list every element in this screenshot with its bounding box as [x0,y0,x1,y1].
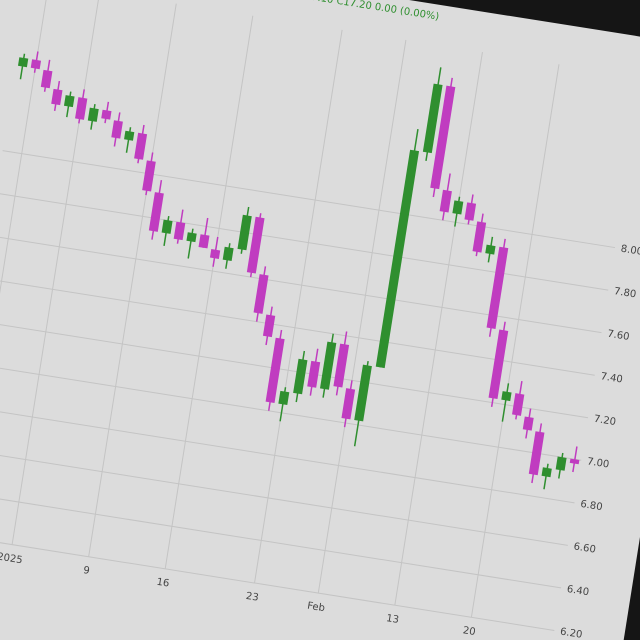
candle-body [30,59,42,70]
grid-line [254,29,343,584]
candle-body [40,69,53,89]
y-tick-label: 7.80 [613,286,637,300]
candle-body [173,221,186,241]
x-tick-label: 16 [156,577,170,590]
candle-body [485,244,496,255]
grid-line [0,277,595,376]
candle-body [522,416,534,431]
x-tick-label: Feb [306,601,325,615]
grid-line [0,405,575,504]
candle-body [278,390,290,406]
y-tick-label: 7.40 [600,371,624,385]
candle-body [472,221,487,253]
y-tick-label: 8.00 [620,244,640,258]
y-tick-label: 7.20 [593,414,617,428]
candle-body [341,388,356,420]
candle-body [87,107,99,122]
candle-body [198,234,210,249]
candle-body [375,149,420,369]
candle-body [262,314,276,338]
candle-body [319,341,337,390]
candle-body [293,358,308,395]
candle-body [488,329,509,400]
candle-body [17,57,29,68]
candle-body [555,456,567,471]
grid-line [0,0,50,537]
x-tick-label: 20 [462,625,476,638]
candle-body [209,249,221,259]
x-tick-label: 2025 [0,551,23,566]
x-tick-label: 13 [385,613,399,626]
candle-body [51,88,63,106]
candle-body [528,431,545,476]
grid-line [88,3,177,557]
grid-line [11,0,101,545]
candle-body [307,360,321,388]
grid-line [0,235,602,334]
grid-line [0,362,582,461]
candle-body [161,219,173,234]
candle-body [148,192,164,232]
candle-body [422,83,443,154]
candle-body [222,246,234,261]
y-tick-label: 6.20 [559,626,583,640]
candle-body [569,458,580,465]
candle-body [512,393,525,416]
grid-line [2,150,616,249]
candle-body [101,109,112,120]
candle-body [186,232,197,243]
candle-wick [501,383,510,422]
grid-line [470,64,560,618]
y-tick-label: 7.00 [586,456,610,470]
y-tick-label: 6.80 [580,499,604,513]
grid-line [0,320,589,419]
candle-body [354,364,372,422]
candle-body [439,189,452,213]
candle-body [142,160,156,192]
candle-body [541,467,552,478]
y-tick-label: 6.40 [566,584,590,598]
grid-line [0,192,609,291]
candle-body [430,85,456,190]
candle-body [111,120,123,139]
candle-body [134,132,148,160]
candle-body [464,202,477,221]
grid-line [0,447,568,546]
y-tick-label: 6.60 [573,541,597,555]
candle-body [246,216,265,274]
candle-body [63,95,75,108]
grid-line [164,15,254,569]
candle-body [452,200,464,215]
candle-body [265,337,285,403]
y-tick-label: 7.60 [606,329,630,343]
x-tick-label: 23 [245,591,259,604]
x-tick-label: 9 [82,565,90,577]
grid-line [394,52,483,606]
grid-line [0,490,562,589]
candle-body [124,130,135,141]
candle-body [237,214,252,251]
candle-body [486,246,509,329]
candle-body [333,343,350,388]
candle-body [75,97,88,120]
candle-body [253,274,269,314]
candle-body [501,391,512,402]
grid-line [0,532,555,631]
grid-line [317,39,407,594]
